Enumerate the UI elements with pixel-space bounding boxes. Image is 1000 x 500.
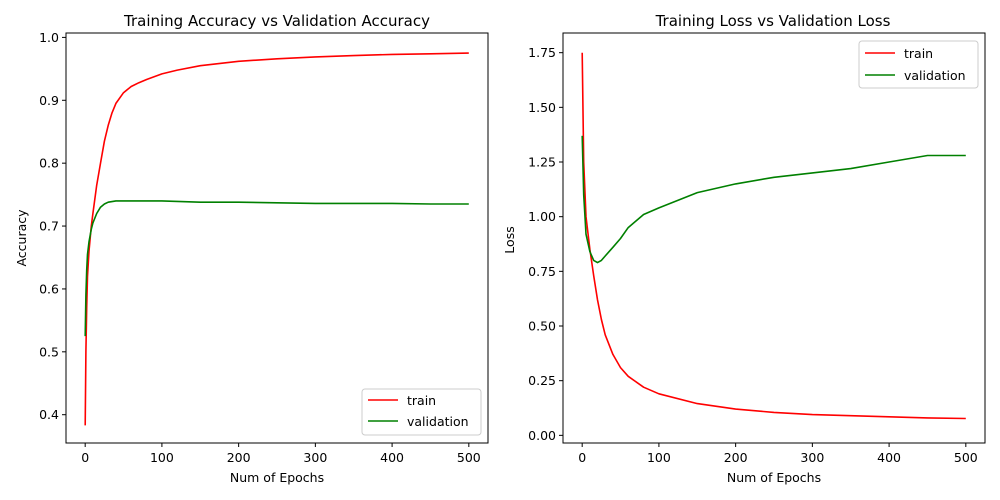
y-tick-label: 1.75 bbox=[528, 45, 556, 60]
series-line-train bbox=[84, 52, 469, 426]
legend-label-train: train bbox=[904, 46, 933, 61]
x-tick-label: 500 bbox=[457, 450, 481, 465]
y-tick-label: 1.0 bbox=[39, 30, 59, 45]
y-tick-label: 1.00 bbox=[528, 209, 556, 224]
loss-chart: Training Loss vs Validation Loss 0 100 200… bbox=[502, 12, 986, 485]
x-tick-label: 100 bbox=[150, 450, 174, 465]
x-tick-label: 200 bbox=[724, 450, 748, 465]
y-tick-label: 0.8 bbox=[39, 156, 59, 171]
plot-frame bbox=[65, 32, 489, 444]
legend-label-validation: validation bbox=[407, 414, 469, 429]
y-axis-label: Accuracy bbox=[14, 209, 29, 267]
x-tick-label: 500 bbox=[954, 450, 978, 465]
series-line-train bbox=[581, 52, 966, 420]
y-tick-label: 1.50 bbox=[528, 100, 556, 115]
series-line-validation bbox=[581, 135, 966, 264]
y-tick-label: 0.5 bbox=[39, 344, 59, 359]
chart-title: Training Accuracy vs Validation Accuracy bbox=[123, 12, 430, 30]
chart-title: Training Loss vs Validation Loss bbox=[655, 12, 891, 30]
x-tick-label: 300 bbox=[303, 450, 327, 465]
x-tick-label: 400 bbox=[877, 450, 901, 465]
y-tick-label: 0.00 bbox=[528, 428, 556, 443]
accuracy-chart: Training Accuracy vs Validation Accuracy… bbox=[14, 12, 489, 485]
x-tick-label: 400 bbox=[380, 450, 404, 465]
y-tick-label: 1.25 bbox=[528, 155, 556, 170]
y-tick-label: 0.7 bbox=[39, 219, 59, 234]
x-axis-label: Num of Epochs bbox=[230, 470, 324, 485]
legend: train validation bbox=[858, 40, 979, 89]
plot-frame bbox=[562, 32, 986, 444]
y-tick-label: 0.6 bbox=[39, 281, 59, 296]
x-axis-label: Num of Epochs bbox=[727, 470, 821, 485]
y-tick-label: 0.4 bbox=[39, 407, 59, 422]
y-axis-label: Loss bbox=[502, 226, 517, 253]
x-tick-label: 100 bbox=[647, 450, 671, 465]
y-tick-label: 0.25 bbox=[528, 373, 556, 388]
x-tick-label: 200 bbox=[227, 450, 251, 465]
legend-label-validation: validation bbox=[904, 68, 966, 83]
x-tick-label: 0 bbox=[578, 450, 586, 465]
legend: train validation bbox=[361, 388, 482, 436]
series-line-validation bbox=[84, 200, 469, 337]
y-tick-label: 0.75 bbox=[528, 264, 556, 279]
x-tick-label: 0 bbox=[81, 450, 89, 465]
legend-label-train: train bbox=[407, 393, 436, 408]
y-tick-label: 0.50 bbox=[528, 319, 556, 334]
x-tick-label: 300 bbox=[800, 450, 824, 465]
y-tick-label: 0.9 bbox=[39, 93, 59, 108]
